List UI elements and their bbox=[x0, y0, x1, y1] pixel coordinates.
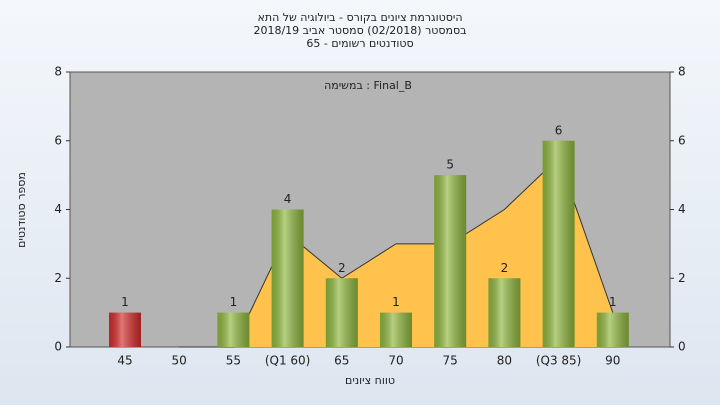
x-tick-label: 55 bbox=[226, 354, 241, 368]
y-tick-label: 6 bbox=[54, 133, 62, 147]
bar-shade bbox=[434, 175, 467, 347]
y2-tick-label: 6 bbox=[678, 133, 686, 147]
y2-tick-label: 2 bbox=[678, 271, 686, 285]
value-label: 1 bbox=[121, 295, 129, 309]
value-label: 1 bbox=[392, 295, 400, 309]
y-tick-label: 0 bbox=[54, 340, 62, 354]
y-tick-label: 4 bbox=[54, 202, 62, 216]
x-tick-label: (Q1 60) bbox=[265, 354, 311, 368]
x-tick-label: 65 bbox=[334, 354, 349, 368]
x-tick-label: (Q3 85) bbox=[536, 354, 582, 368]
value-label: 1 bbox=[230, 295, 238, 309]
value-label: 2 bbox=[501, 261, 509, 275]
bar-shade bbox=[109, 312, 141, 347]
x-tick-label: 90 bbox=[605, 354, 620, 368]
bar-shade bbox=[488, 278, 521, 347]
bar-shade bbox=[217, 312, 250, 347]
title-line: סטודנטים רשומים - 65 bbox=[306, 37, 413, 50]
x-tick-label: 45 bbox=[117, 354, 132, 368]
bar-shade bbox=[325, 278, 358, 347]
area-outline bbox=[179, 157, 614, 348]
value-label: 2 bbox=[338, 261, 346, 275]
x-tick-label: 80 bbox=[497, 354, 512, 368]
y2-tick-label: 8 bbox=[678, 65, 686, 79]
y-tick-label: 2 bbox=[54, 271, 62, 285]
x-axis-label: טווח ציונים bbox=[345, 374, 395, 387]
x-tick-label: 50 bbox=[172, 354, 187, 368]
bar-shade bbox=[542, 140, 575, 347]
title-line: היסטוגרמת ציונים בקורס - ביולוגיה של התא bbox=[257, 11, 462, 24]
y2-tick-label: 0 bbox=[678, 340, 686, 354]
y-tick-label: 8 bbox=[54, 65, 62, 79]
y-axis-label: מספר סטודנטים bbox=[15, 172, 28, 248]
bar-shade bbox=[596, 312, 629, 347]
bar-shade bbox=[271, 209, 304, 347]
value-label: 4 bbox=[284, 192, 292, 206]
annotation: במשימה : Final_B bbox=[324, 79, 412, 92]
value-label: 5 bbox=[446, 158, 454, 172]
value-label: 1 bbox=[609, 295, 617, 309]
x-tick-label: 70 bbox=[388, 354, 403, 368]
x-tick-label: 75 bbox=[443, 354, 458, 368]
title-line: בסמסטר (02/2018) סמסטר אביב 2018/19 bbox=[253, 24, 466, 37]
bar-shade bbox=[380, 312, 412, 347]
value-label: 6 bbox=[555, 123, 563, 137]
y2-tick-label: 4 bbox=[678, 202, 686, 216]
